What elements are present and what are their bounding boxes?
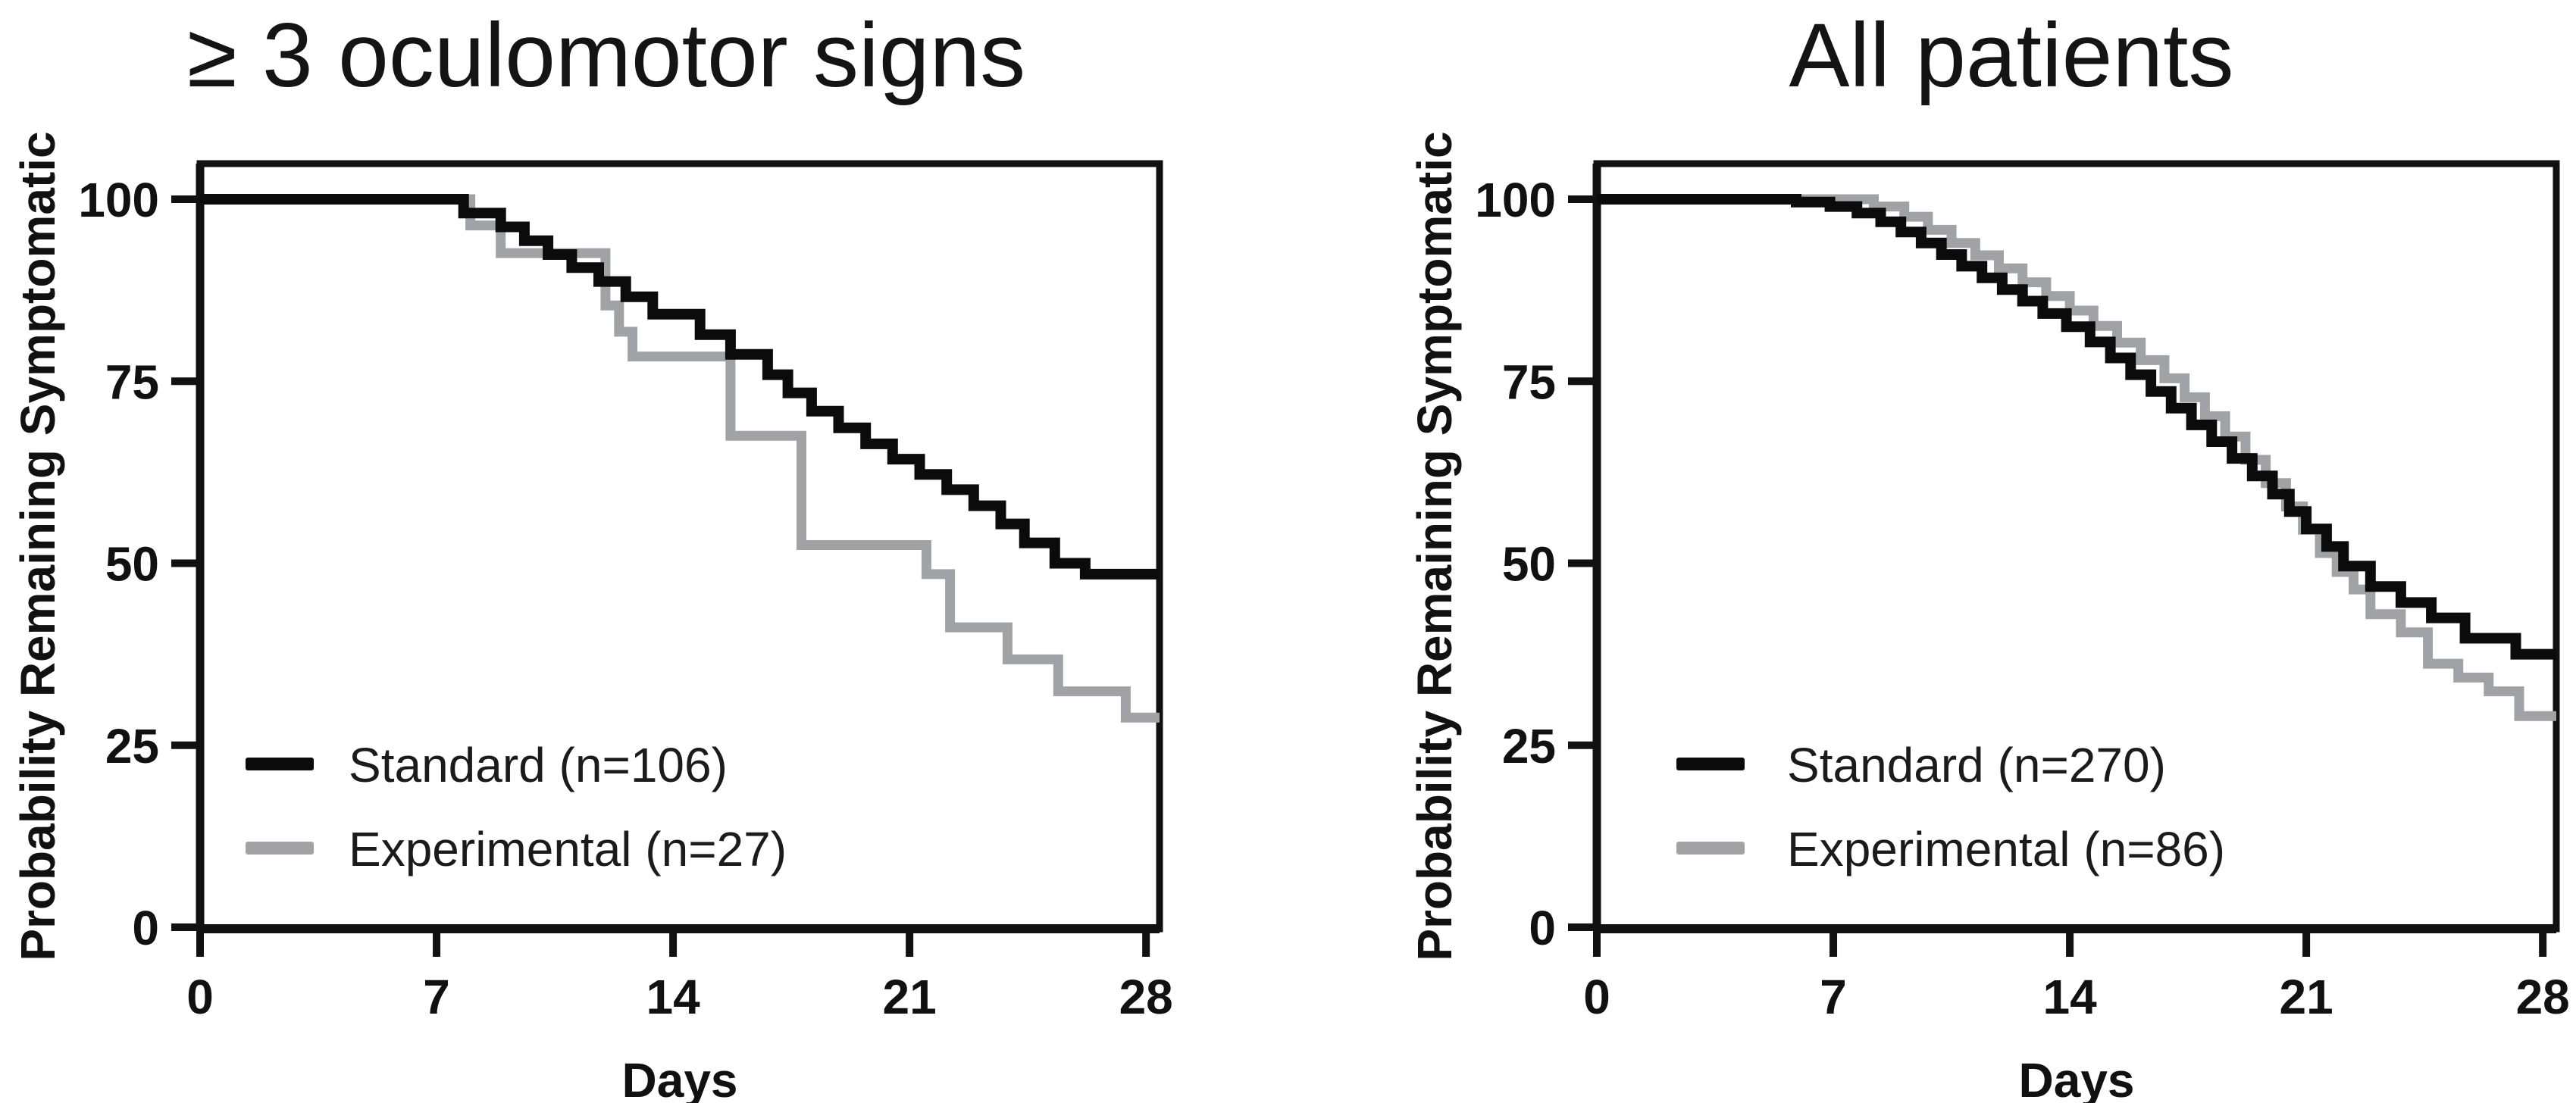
- legend-label-experimental: Experimental (n=86): [1787, 822, 2225, 876]
- x-tick-label: 28: [1119, 970, 1173, 1024]
- x-tick-label: 28: [2516, 970, 2570, 1024]
- plot-frame: [196, 160, 1163, 933]
- legend-label-standard: Standard (n=106): [349, 738, 728, 792]
- x-tick-label: 14: [2042, 970, 2097, 1024]
- x-axis-label: Days: [622, 1053, 738, 1103]
- y-tick-label: 75: [1502, 355, 1556, 409]
- legend-label-standard: Standard (n=270): [1787, 738, 2166, 792]
- km-chart-oculomotor: ≥ 3 oculomotor signs Probability Remaini…: [11, 5, 1173, 1103]
- y-tick-label: 50: [105, 537, 159, 592]
- y-tick-label: 100: [78, 173, 159, 227]
- y-tick-label: 50: [1502, 537, 1556, 592]
- plot-area: 0 25 50 75 100 0 7 14 21 28: [78, 160, 1173, 1024]
- panel-oculomotor: ≥ 3 oculomotor signs Probability Remaini…: [11, 5, 1173, 1103]
- x-tick-label: 0: [1583, 970, 1610, 1024]
- y-tick-label: 0: [1529, 901, 1556, 955]
- chart-title: ≥ 3 oculomotor signs: [187, 5, 1025, 106]
- y-axis-label: Probability Remaining Symptomatic: [11, 131, 65, 961]
- survival-curve-standard-n-270-: [1597, 194, 2556, 660]
- x-tick-label: 14: [646, 970, 700, 1024]
- legend-swatch-standard: [1676, 758, 1745, 770]
- y-axis-label: Probability Remaining Symptomatic: [1407, 131, 1462, 961]
- survival-curve-experimental-n-86-: [1597, 194, 2556, 721]
- survival-curve-standard-n-106-: [200, 194, 1160, 580]
- legend-swatch-standard: [246, 758, 314, 770]
- chart-title: All patients: [1789, 5, 2234, 106]
- x-tick-label: 0: [186, 970, 214, 1024]
- plot-area: 0 25 50 75 100 0 7 14 21 28: [1475, 160, 2570, 1024]
- x-tick-label: 21: [883, 970, 937, 1024]
- legend-label-experimental: Experimental (n=27): [349, 822, 787, 876]
- y-tick-label: 25: [1502, 719, 1556, 773]
- legend: Standard (n=270) Experimental (n=86): [1676, 738, 2225, 876]
- survival-curve-experimental-n-27-: [200, 194, 1160, 723]
- legend-swatch-experimental: [1676, 842, 1745, 855]
- x-tick-label: 21: [2280, 970, 2333, 1024]
- x-tick-label: 7: [1820, 970, 1847, 1024]
- km-chart-all-patients: All patients Probability Remaining Sympt…: [1407, 5, 2570, 1103]
- panel-all-patients: All patients Probability Remaining Sympt…: [1288, 0, 2576, 1103]
- legend-swatch-experimental: [246, 842, 314, 855]
- x-tick-label: 7: [423, 970, 450, 1024]
- y-tick-label: 100: [1475, 173, 1556, 227]
- plot-frame: [1593, 160, 2560, 933]
- y-tick-label: 75: [105, 355, 159, 409]
- y-tick-label: 0: [132, 901, 159, 955]
- y-tick-label: 25: [105, 719, 159, 773]
- x-axis-label: Days: [2019, 1053, 2135, 1103]
- legend: Standard (n=106) Experimental (n=27): [246, 738, 787, 876]
